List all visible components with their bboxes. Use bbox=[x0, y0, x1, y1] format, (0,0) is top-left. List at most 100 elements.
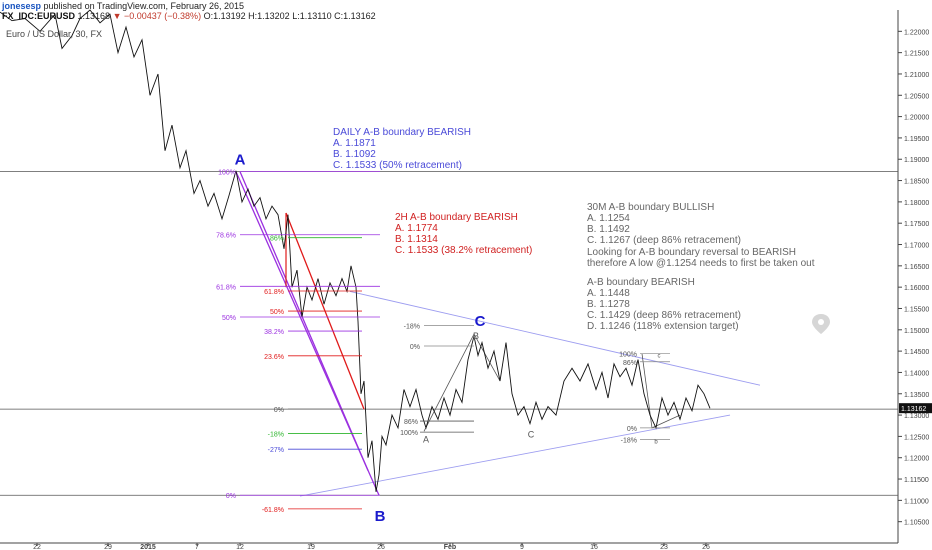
fib-daily-label: 61.8% bbox=[216, 284, 236, 291]
low-value: 1.13110 bbox=[299, 11, 332, 21]
y-tick-label: 1.15000 bbox=[904, 328, 929, 335]
fib-daily-label: 50% bbox=[222, 315, 236, 322]
x-tick-label: 2015 bbox=[140, 544, 156, 550]
fib-30m-left-label: -18% bbox=[404, 324, 420, 331]
location-marker-icon[interactable] bbox=[810, 313, 832, 335]
close-label: C: bbox=[334, 11, 344, 21]
x-tick-label: 22 bbox=[33, 544, 41, 550]
fib-2h-label: 86% bbox=[270, 236, 284, 243]
y-tick-label: 1.10500 bbox=[904, 520, 929, 527]
y-tick-label: 1.21000 bbox=[904, 72, 929, 79]
m30-bearish-line: B. 1.1278 bbox=[587, 299, 630, 310]
y-tick-label: 1.12000 bbox=[904, 456, 929, 463]
change-text: ▼ −0.00437 (−0.38%) bbox=[112, 11, 202, 21]
close-value: 1.13162 bbox=[343, 11, 376, 21]
wave-label-C: C bbox=[475, 313, 486, 330]
fib-2h-label: 23.6% bbox=[264, 354, 284, 361]
x-tick-label: 29 bbox=[104, 544, 112, 550]
daily-annotation-line: C. 1.1533 (50% retracement) bbox=[333, 160, 462, 171]
h2-annotation-line: B. 1.1314 bbox=[395, 234, 438, 245]
fib-2h-label: 61.8% bbox=[264, 289, 284, 296]
y-tick-label: 1.12500 bbox=[904, 434, 929, 441]
author-link[interactable]: jonesesp bbox=[2, 1, 42, 11]
fib-30m-left2-label: 100% bbox=[400, 430, 418, 437]
y-tick-label: 1.17000 bbox=[904, 243, 929, 250]
open-value: 1.13192 bbox=[213, 11, 246, 21]
small-wave-A: A bbox=[423, 434, 429, 444]
y-tick-label: 1.11000 bbox=[904, 498, 929, 505]
fib-30m-right-label: 0% bbox=[627, 426, 637, 433]
fib-2h-label: 0% bbox=[274, 407, 284, 414]
m30-bearish-line: A. 1.1448 bbox=[587, 288, 630, 299]
y-tick-label: 1.16000 bbox=[904, 285, 929, 292]
m30-annotation-line: A. 1.1254 bbox=[587, 213, 630, 224]
published-text: published on TradingView.com, February 2… bbox=[43, 1, 244, 11]
m30-right-ab-line bbox=[641, 353, 681, 429]
m30-ab-line bbox=[423, 333, 501, 432]
open-label: O: bbox=[203, 11, 214, 21]
high-value: 1.13202 bbox=[257, 11, 290, 21]
y-tick-label: 1.22000 bbox=[904, 29, 929, 36]
m30-annotation-line: B. 1.1492 bbox=[587, 224, 630, 235]
m30-reversal-title: Looking for A-B boundary reversal to BEA… bbox=[587, 247, 796, 258]
h2-annotation-title: 2H A-B boundary BEARISH bbox=[395, 212, 518, 223]
header-line1: jonesesp published on TradingView.com, F… bbox=[2, 1, 244, 11]
h2-annotation-line: C. 1.1533 (38.2% retracement) bbox=[395, 245, 532, 256]
fib-30m-right-label: 86% bbox=[623, 360, 637, 367]
fib-2h-label: -61.8% bbox=[262, 507, 284, 514]
header: jonesesp published on TradingView.com, F… bbox=[0, 0, 932, 22]
y-tick-label: 1.18500 bbox=[904, 179, 929, 186]
fib-daily-label: 78.6% bbox=[216, 233, 236, 240]
fib-2h-label: 38.2% bbox=[264, 329, 284, 336]
x-tick-label: 23 bbox=[660, 544, 668, 550]
y-tick-label: 1.16500 bbox=[904, 264, 929, 271]
x-tick-label: 16 bbox=[590, 544, 598, 550]
high-label: H: bbox=[248, 11, 258, 21]
y-tick-label: 1.11500 bbox=[904, 477, 929, 484]
y-tick-label: 1.14500 bbox=[904, 349, 929, 356]
wave-label-B: B bbox=[375, 508, 386, 525]
small-wave-C: C bbox=[528, 430, 535, 440]
y-tick-label: 1.15500 bbox=[904, 306, 929, 313]
y-tick-label: 1.13000 bbox=[904, 413, 929, 420]
x-tick-label: 19 bbox=[307, 544, 315, 550]
fib-30m-left2-label: 86% bbox=[404, 419, 418, 426]
fib-2h-label: 50% bbox=[270, 309, 284, 316]
x-tick-label: 9 bbox=[520, 544, 524, 550]
small-wave-c: c bbox=[658, 354, 661, 360]
header-line2: FX_IDC:EURUSD 1.13168 ▼ −0.00437 (−0.38%… bbox=[2, 11, 376, 21]
y-tick-label: 1.20500 bbox=[904, 93, 929, 100]
daily-annotation-line: B. 1.1092 bbox=[333, 149, 376, 160]
fib-30m-right-label: -18% bbox=[621, 437, 637, 444]
x-tick-label: 26 bbox=[702, 544, 710, 550]
y-tick-label: 1.19500 bbox=[904, 136, 929, 143]
daily-annotation-title: DAILY A-B boundary BEARISH bbox=[333, 127, 471, 138]
x-tick-label: 12 bbox=[236, 544, 244, 550]
fib-30m-left-label: 0% bbox=[410, 344, 420, 351]
m30-annotation-line: C. 1.1267 (deep 86% retracement) bbox=[587, 235, 741, 246]
last-price-text: 1.13168 bbox=[77, 11, 111, 21]
small-wave-B: B bbox=[473, 331, 479, 341]
y-tick-label: 1.14000 bbox=[904, 370, 929, 377]
small-wave-b: b bbox=[654, 439, 658, 445]
y-tick-label: 1.21500 bbox=[904, 51, 929, 58]
y-tick-label: 1.13500 bbox=[904, 392, 929, 399]
x-tick-label: 26 bbox=[377, 544, 385, 550]
h2-annotation-line: A. 1.1774 bbox=[395, 223, 438, 234]
wave-label-A: A bbox=[235, 152, 246, 169]
last-price-tag-label: 1.13162 bbox=[901, 406, 926, 413]
y-tick-label: 1.20000 bbox=[904, 115, 929, 122]
symbol-title: Euro / US Dollar, 30, FX bbox=[6, 29, 103, 39]
fib-2h-label: -27% bbox=[268, 447, 284, 454]
y-tick-label: 1.17500 bbox=[904, 221, 929, 228]
x-tick-label: Feb bbox=[444, 544, 456, 550]
fib-2h-label: -18% bbox=[268, 431, 284, 438]
fib-30m-right-label: 100% bbox=[619, 352, 637, 359]
low-label: L: bbox=[292, 11, 300, 21]
triangle-upper-line bbox=[349, 290, 761, 386]
daily-ab-purple-line2 bbox=[239, 171, 369, 471]
m30-bearish-line: D. 1.1246 (118% extension target) bbox=[587, 321, 739, 332]
y-tick-label: 1.18000 bbox=[904, 200, 929, 207]
x-tick-label: 7 bbox=[195, 544, 199, 550]
fib-daily-label: 100% bbox=[218, 170, 236, 177]
